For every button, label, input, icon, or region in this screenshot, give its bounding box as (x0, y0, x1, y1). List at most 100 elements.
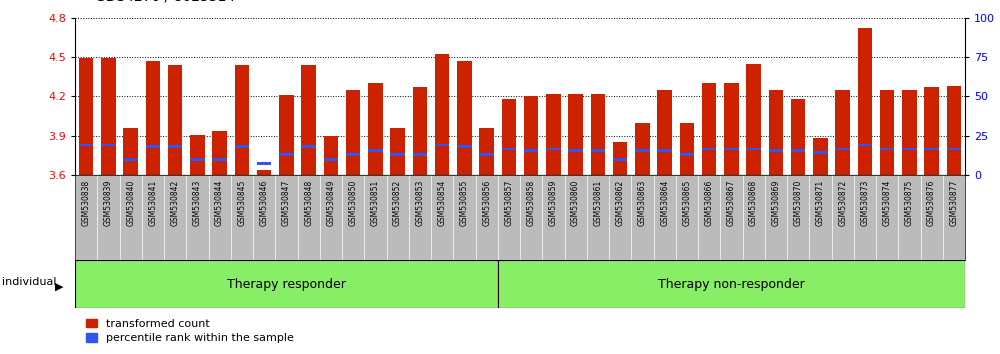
Bar (746, 64, 761, 175)
Bar (413, 153, 427, 156)
Bar (435, 144, 449, 147)
Bar (498, 260, 965, 308)
Bar (724, 83, 739, 175)
Bar (324, 158, 338, 161)
Bar (324, 136, 338, 175)
Text: Therapy non-responder: Therapy non-responder (658, 278, 805, 291)
Bar (168, 65, 182, 175)
Bar (835, 148, 850, 150)
Text: GSM530871: GSM530871 (816, 179, 825, 226)
Bar (680, 153, 694, 156)
Bar (724, 148, 739, 150)
Text: GSM530862: GSM530862 (616, 179, 625, 226)
Bar (168, 145, 182, 148)
Bar (479, 128, 494, 175)
Text: GDS4270 / 8023314: GDS4270 / 8023314 (95, 0, 235, 4)
Bar (212, 158, 227, 161)
Text: GSM530851: GSM530851 (371, 179, 380, 226)
Bar (524, 149, 538, 152)
Text: GSM530860: GSM530860 (571, 179, 580, 226)
Text: GSM530857: GSM530857 (504, 179, 513, 226)
Bar (101, 144, 116, 147)
Text: GSM530872: GSM530872 (838, 179, 847, 226)
Bar (702, 148, 716, 150)
Text: GSM530856: GSM530856 (482, 179, 491, 226)
Bar (257, 162, 271, 165)
Bar (568, 94, 583, 175)
Text: GSM530877: GSM530877 (949, 179, 958, 226)
Bar (79, 144, 93, 147)
Text: GSM530875: GSM530875 (905, 179, 914, 226)
Text: GSM530858: GSM530858 (527, 179, 536, 226)
Bar (190, 158, 205, 161)
Bar (257, 170, 271, 175)
Text: individual: individual (2, 277, 56, 287)
Bar (769, 149, 783, 152)
Bar (902, 148, 917, 150)
Bar (791, 149, 805, 152)
Text: GSM530868: GSM530868 (749, 179, 758, 226)
Bar (524, 96, 538, 175)
Bar (235, 145, 249, 148)
Bar (591, 94, 605, 175)
Bar (702, 83, 716, 175)
Bar (769, 90, 783, 175)
Bar (75, 260, 498, 308)
Bar (346, 153, 360, 156)
Bar (146, 145, 160, 148)
Bar (235, 65, 249, 175)
Bar (613, 142, 627, 175)
Bar (635, 149, 650, 152)
Text: GSM530867: GSM530867 (727, 179, 736, 226)
Text: ▶: ▶ (55, 281, 64, 291)
Bar (657, 90, 672, 175)
Text: GSM530852: GSM530852 (393, 179, 402, 226)
Bar (947, 86, 961, 175)
Bar (657, 149, 672, 152)
Bar (813, 138, 828, 175)
Bar (79, 58, 93, 175)
Bar (924, 148, 939, 150)
Text: GSM530841: GSM530841 (148, 179, 157, 226)
Bar (858, 144, 872, 147)
Text: GSM530842: GSM530842 (171, 179, 180, 226)
Text: GSM530850: GSM530850 (349, 179, 358, 226)
Bar (435, 55, 449, 175)
Text: GSM530870: GSM530870 (794, 179, 803, 226)
Text: GSM530844: GSM530844 (215, 179, 224, 226)
Bar (546, 148, 561, 150)
Bar (591, 149, 605, 152)
Bar (858, 28, 872, 175)
Bar (502, 148, 516, 150)
Text: GSM530839: GSM530839 (104, 179, 113, 226)
Bar (902, 90, 917, 175)
Bar (123, 128, 138, 175)
Bar (146, 61, 160, 175)
Bar (791, 99, 805, 175)
Text: GSM530847: GSM530847 (282, 179, 291, 226)
Bar (880, 148, 894, 150)
Bar (835, 90, 850, 175)
Text: GSM530843: GSM530843 (193, 179, 202, 226)
Bar (457, 61, 472, 175)
Bar (390, 153, 405, 156)
Text: GSM530854: GSM530854 (438, 179, 447, 226)
Bar (190, 135, 205, 175)
Bar (101, 58, 116, 175)
Bar (680, 123, 694, 175)
Bar (390, 128, 405, 175)
Text: Therapy responder: Therapy responder (227, 278, 346, 291)
Text: GSM530846: GSM530846 (260, 179, 269, 226)
Bar (413, 87, 427, 175)
Bar (368, 83, 383, 175)
Bar (502, 99, 516, 175)
Bar (880, 90, 894, 175)
Bar (368, 149, 383, 152)
Text: GSM530869: GSM530869 (771, 179, 780, 226)
Bar (947, 148, 961, 150)
Bar (568, 149, 583, 152)
Bar (301, 145, 316, 148)
Bar (479, 153, 494, 156)
Bar (212, 131, 227, 175)
Text: GSM530873: GSM530873 (860, 179, 869, 226)
